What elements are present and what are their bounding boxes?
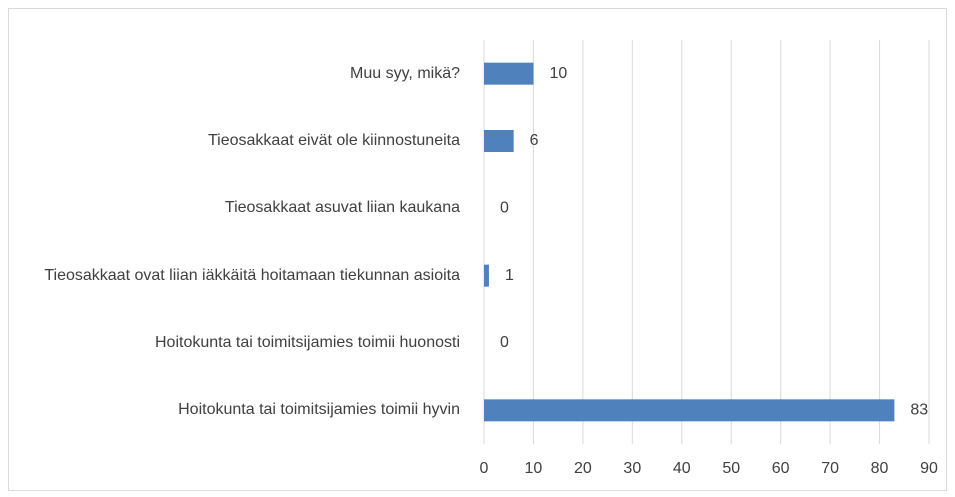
x-tick-label: 40 [673, 460, 691, 477]
x-tick-label: 70 [821, 460, 839, 477]
data-label: 10 [549, 65, 567, 82]
data-label: 0 [500, 334, 509, 351]
y-tick-label: Tieosakkaat ovat liian iäkkäitä hoitamaa… [44, 266, 460, 284]
data-label: 1 [505, 267, 514, 284]
bar [484, 399, 895, 422]
x-tick-label: 0 [480, 460, 489, 477]
x-tick-label: 30 [623, 460, 641, 477]
data-label: 6 [530, 132, 539, 149]
y-tick-label: Muu syy, mikä? [350, 64, 460, 82]
x-tick-label: 90 [920, 460, 938, 477]
x-tick-label: 10 [525, 460, 543, 477]
y-tick-label: Hoitokunta tai toimitsijamies toimii hyv… [178, 401, 460, 419]
x-tick-label: 20 [574, 460, 592, 477]
x-tick-label: 60 [772, 460, 790, 477]
x-tick-label: 50 [722, 460, 740, 477]
y-tick-label: Hoitokunta tai toimitsijamies toimii huo… [154, 334, 460, 351]
chart-frame [8, 8, 947, 491]
bar [484, 130, 514, 152]
data-label: 0 [500, 200, 509, 217]
bar [484, 264, 489, 287]
y-tick-label: Tieosakkaat eivät ole kiinnostuneita [208, 132, 460, 149]
y-tick-label: Tieosakkaat asuvat liian kaukana [224, 199, 460, 217]
bar [484, 62, 534, 85]
data-label: 83 [910, 402, 928, 419]
x-tick-label: 80 [871, 460, 889, 477]
